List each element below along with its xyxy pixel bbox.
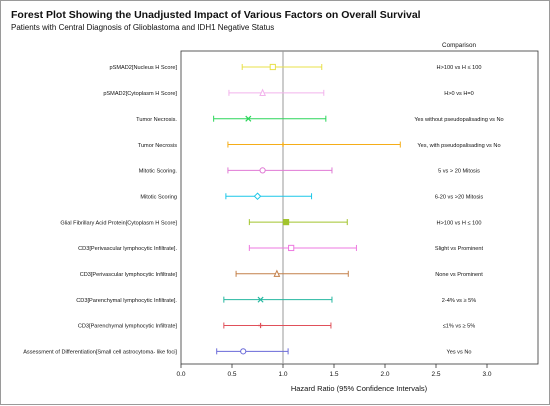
x-tick-label: 1.5	[329, 371, 338, 378]
row-label: CD3[Parenchymal lymphocytic Infiltrate]	[78, 324, 178, 330]
row-comparison: Yes, with pseudopalisading vs No	[417, 143, 500, 149]
row-comparison: H>0 vs H=0	[444, 91, 474, 97]
forest-row: CD3[Parenchymal lymphocytic Infiltrate].…	[76, 296, 476, 304]
hr-marker	[257, 296, 264, 303]
chart-subtitle: Patients with Central Diagnosis of Gliob…	[11, 23, 275, 32]
row-comparison: 2-4% vs ≥ 5%	[442, 298, 476, 304]
x-tick-label: 0.0	[176, 371, 185, 378]
forest-row: pSMAD2[Cytoplasm H Score] H>0 vs H=0	[103, 88, 474, 97]
row-label: pSMAD2[Nucleus H Score]	[110, 65, 178, 71]
row-comparison: ≤1% vs ≥ 5%	[443, 324, 476, 330]
row-label: Tumor Necrosis	[138, 143, 177, 149]
hr-marker	[259, 88, 266, 96]
hr-marker	[269, 63, 276, 71]
hr-marker	[253, 192, 262, 201]
row-label: CD3[Parenchymal lymphocytic Infiltrate].	[76, 298, 177, 304]
row-label: pSMAD2[Cytoplasm H Score]	[103, 91, 177, 97]
row-comparison: Yes vs No	[447, 350, 472, 356]
row-comparison: 6-20 vs >20 Mitosis	[435, 194, 484, 200]
forest-row: Mitotic Scoring 6-20 vs >20 Mitosis	[140, 192, 484, 201]
forest-row: Tumor Necrosis. Yes without pseudopalisad…	[136, 115, 504, 123]
x-tick-label: 2.0	[380, 371, 389, 378]
forest-row: Mitotic Scoring. 5 vs > 20 Mitosis	[139, 167, 480, 175]
row-comparison: H>100 vs H ≤ 100	[437, 220, 482, 226]
hr-marker	[288, 244, 295, 252]
row-label: CD3[Perivascular lymphocytic Infiltrate]	[80, 272, 178, 278]
x-tick-label: 3.0	[482, 371, 491, 378]
forest-row: Glial Fibrillary Acid Protein[Cytoplasm …	[60, 219, 481, 226]
hr-marker	[259, 167, 266, 174]
forest-row: Tumor Necrosis Yes, with pseudopalisading…	[138, 141, 501, 149]
row-comparison: Slight vs Prominent	[435, 246, 484, 252]
forest-row: CD3[Perivascular lymphocytic Infiltrate]…	[78, 244, 484, 252]
forest-row: Assessment of Differentiation[Small cell…	[23, 348, 472, 356]
row-label: Mitotic Scoring.	[139, 169, 178, 175]
hr-marker	[240, 348, 247, 355]
x-tick-label: 1.0	[278, 371, 287, 378]
row-label: Assessment of Differentiation[Small cell…	[23, 350, 177, 356]
hr-marker	[245, 115, 252, 122]
hr-marker	[257, 322, 264, 329]
comparison-header: Comparison	[442, 42, 476, 49]
row-comparison: H>100 vs H ≤ 100	[437, 65, 482, 71]
hr-marker	[282, 219, 290, 226]
x-tick-label: 2.5	[431, 371, 440, 378]
forest-row: CD3[Parenchymal lymphocytic Infiltrate] ≤…	[78, 322, 476, 330]
chart-title: Forest Plot Showing the Unadjusted Impac…	[11, 9, 421, 21]
row-label: Glial Fibrillary Acid Protein[Cytoplasm …	[60, 220, 177, 226]
x-axis-label: Hazard Ratio (95% Confidence Intervals)	[291, 384, 428, 393]
row-comparison: None vs Prominent	[435, 272, 483, 278]
plot-area	[180, 50, 539, 365]
row-comparison: Yes without pseudopalisading vs No	[414, 117, 503, 123]
hr-marker	[273, 269, 281, 277]
x-tick-label: 0.5	[227, 371, 236, 378]
row-label: CD3[Perivascular lymphocytic Infiltrate]…	[78, 246, 177, 252]
row-label: Tumor Necrosis.	[136, 117, 177, 123]
forest-row: pSMAD2[Nucleus H Score] H>100 vs H ≤ 100	[110, 63, 482, 71]
row-label: Mitotic Scoring	[140, 194, 177, 200]
forest-row: CD3[Perivascular lymphocytic Infiltrate]…	[80, 269, 483, 278]
row-comparison: 5 vs > 20 Mitosis	[438, 169, 480, 175]
